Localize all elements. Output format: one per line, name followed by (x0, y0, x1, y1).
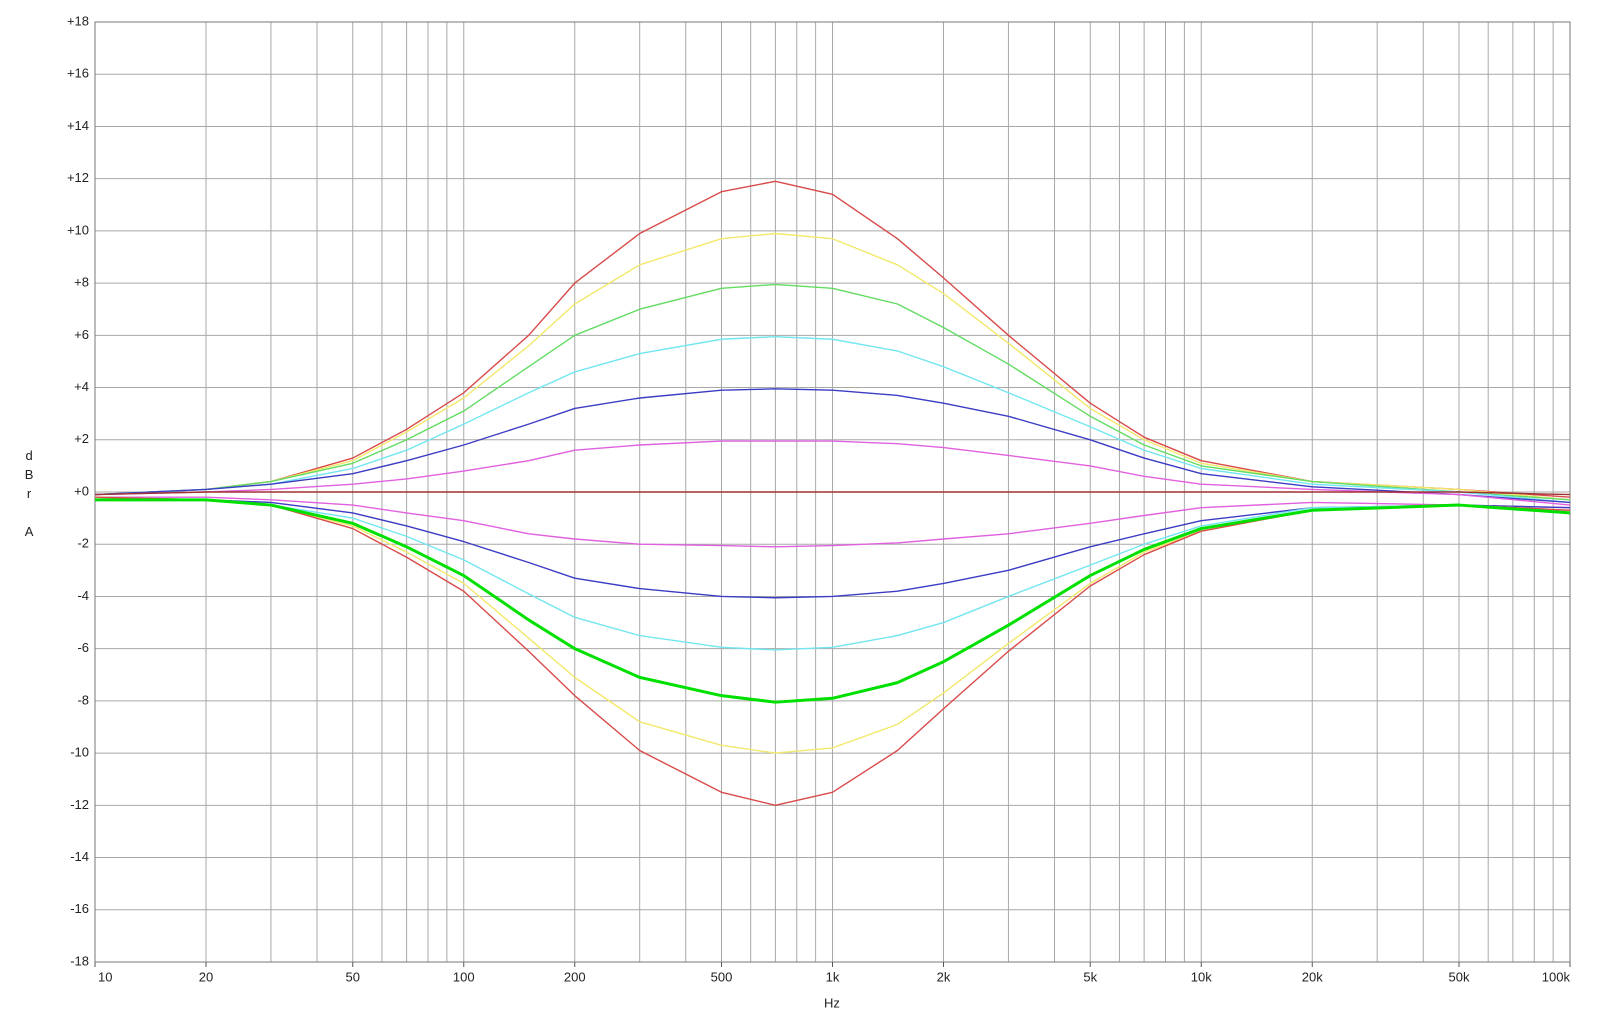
y-tick-label: +12 (67, 170, 89, 185)
x-tick-label: 200 (564, 969, 586, 984)
response-curve (95, 496, 1571, 548)
response-curve (95, 498, 1571, 704)
response-curve (94, 496, 1571, 807)
y-tick-label: +6 (74, 327, 89, 342)
x-tick-label: 5k (1083, 969, 1097, 984)
y-tick-label: -18 (70, 953, 89, 968)
y-tick-label: +16 (67, 66, 89, 81)
y-tick-label: +18 (67, 13, 89, 28)
x-tick-label: 10 (98, 969, 112, 984)
x-tick-label: 20 (199, 969, 213, 984)
y-tick-label: -6 (77, 640, 89, 655)
x-tick-label: 500 (711, 969, 733, 984)
y-tick-label: -4 (77, 588, 89, 603)
response-curve (94, 180, 1571, 498)
y-tick-label: +8 (74, 275, 89, 290)
y-tick-label: +0 (74, 483, 89, 498)
response-curve (94, 496, 1571, 599)
y-tick-label: +14 (67, 118, 89, 133)
y-tick-label: +10 (67, 222, 89, 237)
plot-frame (94, 21, 1571, 963)
x-tick-label: 100 (453, 969, 475, 984)
response-curve (94, 496, 1571, 651)
x-tick-label: 50 (346, 969, 360, 984)
y-axis-label: dBr A (22, 448, 37, 543)
x-tick-label: 2k (937, 969, 951, 984)
x-tick-label: 20k (1302, 969, 1323, 984)
y-tick-label: +4 (74, 379, 89, 394)
x-tick-label: 1k (826, 969, 840, 984)
response-curve (94, 388, 1571, 504)
y-tick-label: -16 (70, 901, 89, 916)
response-curve (94, 335, 1571, 504)
response-curve (94, 440, 1571, 506)
x-axis-label: Hz (824, 995, 840, 1010)
y-tick-label: +2 (74, 431, 89, 446)
y-tick-label: -10 (70, 745, 89, 760)
y-tick-label: -14 (70, 849, 89, 864)
y-tick-label: -8 (77, 692, 89, 707)
response-curve (94, 283, 1571, 501)
y-tick-label: -12 (70, 797, 89, 812)
x-tick-label: 10k (1191, 969, 1212, 984)
response-curve (94, 491, 1571, 496)
x-tick-label: 50k (1449, 969, 1470, 984)
x-tick-label: 100k (1542, 969, 1571, 984)
response-curve (94, 496, 1571, 754)
y-tick-label: -2 (77, 536, 89, 551)
response-curve (94, 232, 1571, 501)
